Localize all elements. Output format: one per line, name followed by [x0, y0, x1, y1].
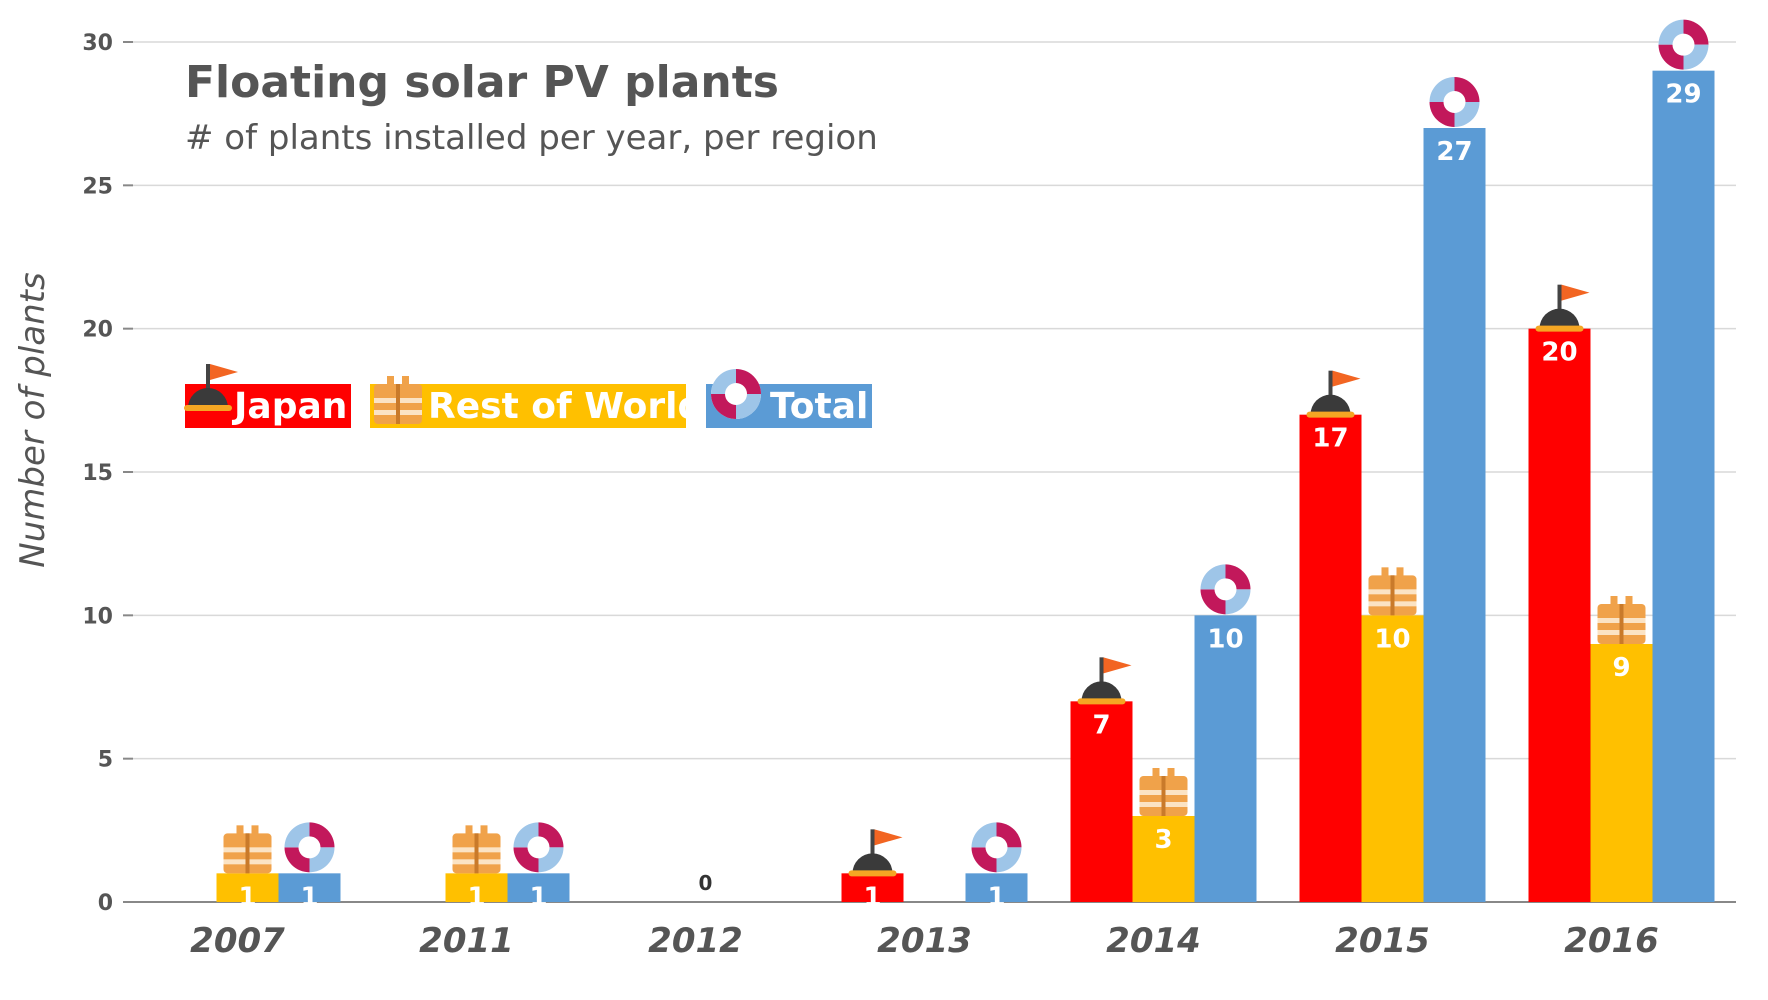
value-label-rest-of-world: 3 [1154, 825, 1172, 855]
y-tick-label: 15 [82, 461, 113, 486]
y-tick-label: 20 [82, 318, 113, 343]
buoy-flag-icon [1533, 282, 1592, 334]
bar-rest-of-world [1590, 644, 1653, 902]
legend-label-japan: Japan [231, 386, 347, 427]
life-ring-icon [711, 369, 761, 419]
legend-item-total: Total [706, 369, 872, 428]
bar-total [1652, 70, 1715, 902]
bar-total [965, 873, 1028, 902]
y-tick-label: 10 [82, 604, 113, 629]
bar-japan [1299, 414, 1362, 902]
buoy-flag-icon [846, 827, 905, 879]
bar-total [278, 873, 341, 902]
x-axis-categories: 2007 2011 2012 2013 2014 2015 2016 [190, 921, 1659, 961]
value-label-rest-of-world: 1 [467, 882, 485, 912]
y-tick-label: 25 [82, 174, 113, 199]
bar-japan [1528, 328, 1591, 903]
x-category-label: 2012 [648, 921, 743, 961]
value-label-rest-of-world: 1 [238, 882, 256, 912]
x-category-label: 2014 [1106, 921, 1201, 961]
value-label-japan: 20 [1541, 338, 1577, 368]
bar-rest-of-world [1361, 615, 1424, 902]
life-ring-icon [513, 822, 564, 873]
y-tick-label: 5 [98, 748, 113, 773]
legend: Japan Rest of World Total [182, 362, 872, 428]
buoy-flag-icon [1304, 368, 1363, 420]
legend-item-japan: Japan [182, 362, 351, 428]
value-label-total: 1 [529, 882, 547, 912]
x-category-label: 2007 [190, 921, 285, 961]
life-ring-icon [1200, 564, 1251, 615]
value-label-rest-of-world: 9 [1612, 653, 1630, 683]
value-label-japan: 1 [863, 882, 881, 912]
value-label-japan: 7 [1092, 710, 1110, 740]
value-label-total: 1 [987, 882, 1005, 912]
bar-total [1423, 128, 1486, 902]
life-vest-icon [1368, 567, 1417, 616]
life-vest-icon [452, 825, 501, 874]
life-vest-icon [1139, 768, 1188, 816]
value-label-japan: 17 [1312, 424, 1348, 454]
bar-japan [1070, 701, 1133, 902]
value-label-rest-of-world: 10 [1374, 624, 1410, 654]
bar-rest-of-world [216, 873, 279, 902]
x-category-label: 2011 [419, 921, 514, 961]
y-axis-label: Number of plants [13, 272, 53, 567]
bar-rest-of-world [445, 873, 508, 902]
life-vest-icon [1597, 596, 1646, 644]
y-tick-label: 0 [98, 891, 113, 916]
legend-label-rest-of-world: Rest of World [428, 386, 703, 427]
bar-japan [841, 873, 904, 902]
zero-value-label: 0 [699, 871, 713, 895]
bar-total [1194, 615, 1257, 902]
life-ring-icon [284, 822, 335, 873]
value-label-total: 10 [1207, 624, 1243, 654]
life-vest-icon [374, 376, 422, 424]
legend-item-rest-of-world: Rest of World [370, 376, 703, 428]
value-label-total: 29 [1665, 80, 1701, 110]
life-ring-icon [971, 822, 1022, 873]
bar-total [507, 873, 570, 902]
buoy-flag-icon [1075, 655, 1134, 707]
bar-rest-of-world [1132, 816, 1195, 902]
life-vest-icon [223, 825, 272, 874]
value-label-total: 27 [1436, 137, 1472, 167]
value-label-total: 1 [300, 882, 318, 912]
chart-title: Floating solar PV plants [185, 57, 779, 108]
y-tick-label: 30 [82, 31, 113, 56]
legend-label-total: Total [770, 386, 868, 427]
life-ring-icon [1429, 77, 1480, 127]
life-ring-icon [1658, 19, 1709, 70]
legend-swatch-rest-of-world [370, 384, 686, 428]
x-category-label: 2015 [1335, 921, 1430, 961]
x-category-label: 2016 [1564, 921, 1659, 961]
chart-subtitle: # of plants installed per year, per regi… [185, 118, 878, 158]
y-axis-ticks: 0 5 10 15 20 25 30 [82, 31, 133, 916]
x-category-label: 2013 [877, 921, 972, 961]
